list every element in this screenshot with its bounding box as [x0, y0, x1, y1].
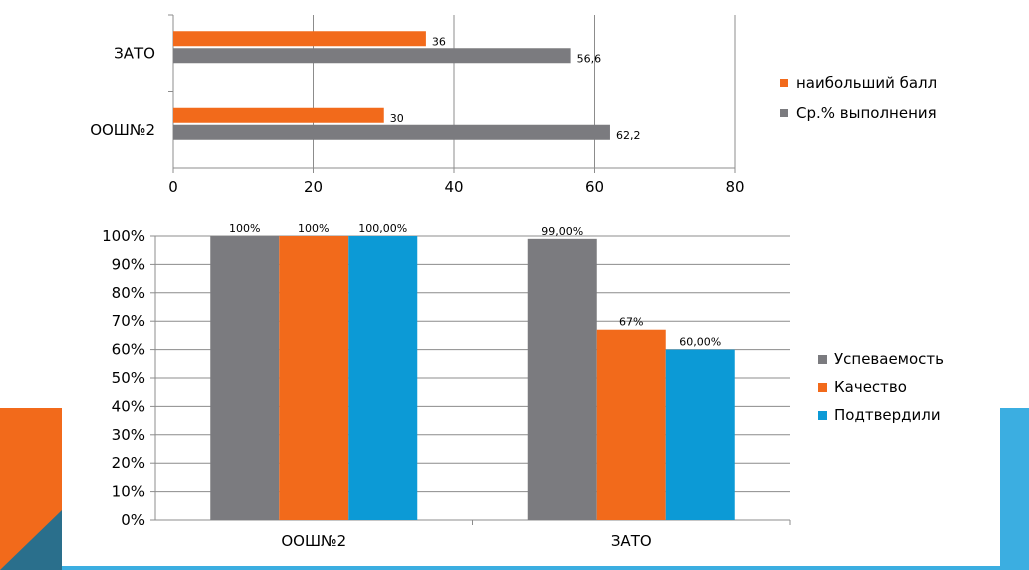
bar: [666, 350, 735, 520]
data-label: 100,00%: [358, 222, 407, 235]
y-tick-label: 0%: [121, 511, 145, 529]
legend-label: Качество: [834, 378, 907, 396]
data-label: 100%: [298, 222, 329, 235]
bar: [348, 236, 417, 520]
y-tick-label: 10%: [112, 483, 145, 501]
bar: [597, 330, 666, 520]
category-label: ООШ№2: [281, 532, 346, 550]
bar: [528, 239, 597, 520]
y-tick-label: 90%: [112, 255, 145, 273]
data-label: 60,00%: [679, 336, 721, 349]
y-tick-label: 50%: [112, 369, 145, 387]
y-tick-label: 100%: [102, 227, 145, 245]
legend-label: Успеваемость: [834, 350, 944, 368]
category-label: ЗАТО: [611, 532, 652, 550]
legend-swatch: [818, 383, 827, 392]
y-tick-label: 20%: [112, 454, 145, 472]
data-label: 67%: [619, 316, 643, 329]
bar: [279, 236, 348, 520]
legend-label: Подтвердили: [834, 406, 941, 424]
bar: [210, 236, 279, 520]
data-label: 100%: [229, 222, 260, 235]
y-tick-label: 40%: [112, 397, 145, 415]
data-label: 99,00%: [541, 225, 583, 238]
y-tick-label: 30%: [112, 426, 145, 444]
legend-swatch: [818, 411, 827, 420]
y-tick-label: 70%: [112, 312, 145, 330]
y-tick-label: 60%: [112, 341, 145, 359]
legend-swatch: [818, 355, 827, 364]
y-tick-label: 80%: [112, 284, 145, 302]
